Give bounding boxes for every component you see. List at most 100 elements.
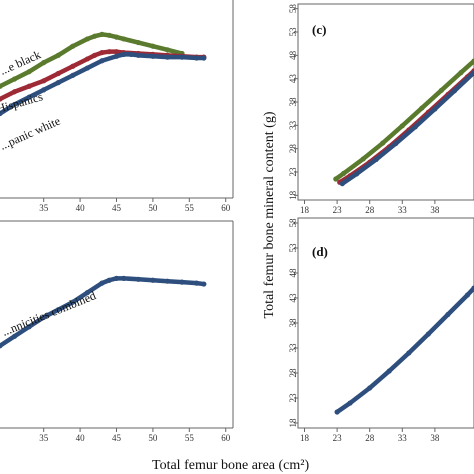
data-point bbox=[128, 51, 134, 58]
data-point bbox=[0, 96, 3, 102]
x-tick-label: 35 bbox=[39, 203, 49, 213]
series-line-2 bbox=[340, 70, 474, 186]
data-point bbox=[55, 307, 61, 313]
y-tick-label: 58 bbox=[288, 218, 298, 228]
x-tick-label: 28 bbox=[365, 205, 375, 215]
y-tick-label: 48 bbox=[288, 268, 298, 278]
data-point bbox=[106, 49, 112, 55]
data-point bbox=[0, 110, 3, 117]
data-point bbox=[84, 290, 90, 296]
series-line-0 bbox=[0, 32, 185, 89]
data-point bbox=[99, 280, 105, 286]
data-point bbox=[84, 65, 90, 71]
data-point bbox=[458, 70, 464, 76]
data-point bbox=[92, 33, 98, 39]
data-point bbox=[471, 70, 474, 76]
data-point bbox=[70, 43, 76, 49]
x-tick-label: 28 bbox=[365, 433, 375, 443]
y-tick-label: 28 bbox=[288, 144, 298, 154]
data-point bbox=[55, 80, 61, 86]
data-point bbox=[367, 385, 373, 391]
data-point bbox=[41, 87, 47, 93]
series-line-0 bbox=[334, 285, 474, 415]
panel-d: (d) 18 23 28 33 38 18 23 28 33 38 43 48 53 58 bbox=[288, 217, 474, 443]
data-point bbox=[193, 55, 200, 61]
data-point bbox=[471, 285, 474, 291]
data-point bbox=[179, 279, 185, 285]
data-point bbox=[341, 170, 347, 176]
y-tick-label: 43 bbox=[288, 74, 298, 84]
data-point bbox=[386, 368, 392, 374]
data-point bbox=[70, 299, 76, 305]
data-point bbox=[26, 83, 32, 89]
panel-c: (c) 18 23 28 33 38 18 23 28 33 38 43 48 53 58 bbox=[288, 3, 474, 215]
x-axis-title: Total femur bone area (cm²) bbox=[152, 458, 309, 473]
panel-tag-d: (d) bbox=[312, 244, 328, 259]
panel-bottom-left: 35 40 45 50 55 60 ...nnicities combined bbox=[0, 220, 234, 443]
x-tick-label: 23 bbox=[333, 433, 343, 443]
data-point bbox=[464, 292, 471, 298]
data-point bbox=[26, 94, 32, 100]
data-point bbox=[334, 409, 340, 415]
data-point bbox=[26, 69, 32, 75]
x-tick-label: 55 bbox=[185, 203, 195, 213]
y-tick-label: 38 bbox=[288, 97, 298, 107]
data-point bbox=[150, 43, 156, 49]
data-point bbox=[55, 52, 61, 58]
data-point bbox=[84, 56, 90, 62]
data-point bbox=[164, 54, 171, 60]
y-tick-label: 38 bbox=[288, 318, 298, 328]
data-point bbox=[11, 89, 18, 95]
y-tick-label: 23 bbox=[288, 393, 298, 403]
data-point bbox=[11, 101, 18, 108]
x-tick-label: 33 bbox=[398, 205, 408, 215]
data-point bbox=[419, 105, 425, 111]
x-tick-label: 50 bbox=[148, 203, 158, 213]
data-point bbox=[373, 156, 379, 162]
data-point bbox=[0, 343, 3, 349]
data-point bbox=[412, 124, 418, 130]
data-point bbox=[333, 176, 339, 182]
y-tick-label: 58 bbox=[288, 4, 298, 14]
data-point bbox=[438, 87, 445, 93]
data-point bbox=[201, 281, 207, 287]
data-point bbox=[399, 123, 405, 129]
data-point bbox=[113, 34, 120, 40]
data-point bbox=[406, 350, 412, 356]
y-tick-label: 23 bbox=[288, 167, 298, 177]
data-point bbox=[113, 275, 120, 281]
x-tick-label: 18 bbox=[300, 205, 310, 215]
data-point bbox=[347, 400, 353, 406]
data-point bbox=[106, 32, 112, 38]
y-tick-label: 33 bbox=[288, 343, 298, 353]
data-point bbox=[92, 52, 98, 58]
data-point bbox=[193, 280, 200, 286]
data-point bbox=[121, 51, 127, 58]
y-tick-label: 43 bbox=[288, 293, 298, 303]
data-point bbox=[425, 331, 431, 337]
y-tick-label: 28 bbox=[288, 368, 298, 378]
data-point bbox=[26, 324, 32, 330]
data-point bbox=[150, 277, 156, 283]
data-point bbox=[121, 275, 127, 281]
x-tick-label: 45 bbox=[112, 433, 122, 443]
y-tick-label: 53 bbox=[288, 243, 298, 253]
y-tick-label: 18 bbox=[288, 418, 298, 428]
panel-top-left: 35 40 45 50 55 60 ...e black Hispanics ...pan… bbox=[0, 0, 234, 213]
data-point bbox=[11, 76, 18, 82]
data-point bbox=[150, 53, 156, 59]
y-tick-label: 48 bbox=[288, 50, 298, 60]
data-point bbox=[445, 311, 451, 318]
data-point bbox=[11, 333, 18, 339]
data-point bbox=[84, 36, 90, 42]
data-point bbox=[55, 70, 61, 77]
data-point bbox=[360, 156, 366, 162]
data-point bbox=[41, 60, 47, 66]
data-point bbox=[164, 278, 171, 284]
data-point bbox=[380, 140, 386, 146]
label-nh-white: ...panic white bbox=[0, 114, 62, 153]
y-axis-title: Total femur bone mineral content (g) bbox=[262, 111, 277, 318]
y-tick-label: 53 bbox=[288, 27, 298, 37]
y-tick-label: 33 bbox=[288, 120, 298, 130]
